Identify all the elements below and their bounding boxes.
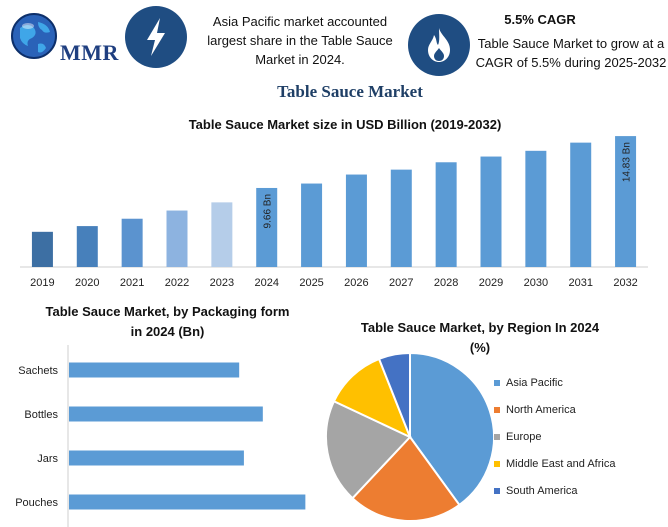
legend-item-north-america: North America bbox=[494, 402, 668, 418]
x-tick-label-2023: 2023 bbox=[210, 277, 234, 289]
x-tick-label-2026: 2026 bbox=[344, 277, 368, 289]
x-tick-label-2029: 2029 bbox=[479, 277, 503, 289]
bar-2023 bbox=[211, 202, 233, 267]
pie-slice-middle-east-and-africa bbox=[332, 357, 412, 439]
x-tick-label-2031: 2031 bbox=[568, 277, 592, 289]
hbar-pouches bbox=[69, 494, 306, 510]
x-tick-label-2020: 2020 bbox=[75, 277, 99, 289]
legend-item-europe: Europe bbox=[494, 429, 668, 445]
y-tick-label-jars: Jars bbox=[37, 453, 58, 465]
pie-legend: Asia Pacific North America Europe Middle Ea… bbox=[494, 375, 668, 510]
x-tick-label-2019: 2019 bbox=[30, 277, 54, 289]
data-label-2032: 14.83 Bn bbox=[622, 142, 633, 182]
pie-chart-title-line1: Table Sauce Market, by Region In 2024 bbox=[360, 320, 600, 335]
bar-2030 bbox=[525, 150, 547, 267]
bar-2022 bbox=[166, 210, 188, 267]
bar-2027 bbox=[390, 169, 412, 267]
pie-chart-title-line2: (%) bbox=[469, 340, 491, 355]
legend-swatch bbox=[494, 461, 500, 467]
legend-label: Middle East and Africa bbox=[506, 458, 616, 470]
legend-swatch bbox=[494, 488, 500, 494]
bar-2028 bbox=[435, 162, 457, 267]
y-tick-label-bottles: Bottles bbox=[24, 409, 58, 421]
globe-icon bbox=[11, 13, 57, 59]
y-tick-label-pouches: Pouches bbox=[15, 497, 58, 509]
x-tick-label-2028: 2028 bbox=[434, 277, 458, 289]
bar-2031 bbox=[570, 142, 592, 267]
hbar-chart-title-line2: in 2024 (Bn) bbox=[130, 324, 205, 339]
legend-swatch bbox=[494, 407, 500, 413]
logo-text: MMR bbox=[60, 40, 119, 65]
pie-slice-south-america bbox=[377, 351, 411, 438]
bar-2025 bbox=[301, 183, 323, 267]
data-label-2024: 9.66 Bn bbox=[263, 194, 274, 228]
bar-2021 bbox=[121, 218, 143, 267]
pie-slice-north-america bbox=[351, 435, 461, 522]
legend-label: Europe bbox=[506, 431, 542, 443]
info-left: Asia Pacific market accounted largest sh… bbox=[207, 14, 393, 67]
legend-label: Asia Pacific bbox=[506, 377, 563, 389]
pie-slice-asia-pacific bbox=[409, 351, 495, 507]
x-tick-label-2032: 2032 bbox=[613, 277, 637, 289]
x-tick-label-2024: 2024 bbox=[254, 277, 278, 289]
pie-slice-europe bbox=[325, 399, 412, 500]
hbar-sachets bbox=[69, 362, 240, 378]
legend-item-middle-east-and-africa: Middle East and Africa bbox=[494, 456, 668, 472]
legend-swatch bbox=[494, 434, 500, 440]
legend-swatch bbox=[494, 380, 500, 386]
x-tick-label-2027: 2027 bbox=[389, 277, 413, 289]
lightning-icon bbox=[125, 6, 187, 68]
bar-2019 bbox=[31, 231, 53, 267]
flame-icon bbox=[408, 14, 470, 76]
bar-2026 bbox=[345, 174, 367, 267]
hbar-chart-title-line1: Table Sauce Market, by Packaging form bbox=[45, 304, 290, 319]
bar-2032 bbox=[615, 136, 637, 267]
x-tick-label-2022: 2022 bbox=[165, 277, 189, 289]
hbar-chart: Sachets Bottles Jars Pouches bbox=[15, 345, 306, 527]
hbar-jars bbox=[69, 450, 244, 466]
bar-2020 bbox=[76, 226, 98, 267]
legend-item-south-america: South America bbox=[494, 483, 668, 499]
x-tick-label-2021: 2021 bbox=[120, 277, 144, 289]
logo: MMR bbox=[8, 10, 128, 68]
bar-2029 bbox=[480, 156, 502, 267]
legend-item-asia-pacific: Asia Pacific bbox=[494, 375, 668, 391]
y-tick-label-sachets: Sachets bbox=[18, 365, 58, 377]
hbar-bottles bbox=[69, 406, 263, 422]
page-title: Table Sauce Market bbox=[277, 82, 423, 101]
info-right: Table Sauce Market to grow at a CAGR of … bbox=[475, 36, 667, 70]
bar-2024 bbox=[256, 187, 278, 267]
pie-chart bbox=[325, 351, 495, 522]
bar-chart: 2019 2020 2021 2022 2023 2024 9.66 Bn 2025 2026 2… bbox=[20, 136, 648, 289]
cagr-title: 5.5% CAGR bbox=[504, 12, 576, 27]
x-tick-label-2025: 2025 bbox=[299, 277, 323, 289]
bar-chart-title: Table Sauce Market size in USD Billion (… bbox=[188, 117, 502, 132]
legend-label: South America bbox=[506, 485, 578, 497]
x-tick-label-2030: 2030 bbox=[524, 277, 548, 289]
legend-label: North America bbox=[506, 404, 576, 416]
